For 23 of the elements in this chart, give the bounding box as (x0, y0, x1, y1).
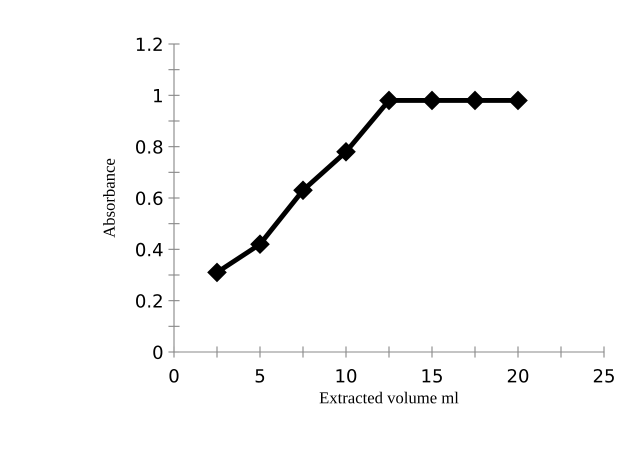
y-tick-label: 0.8 (136, 140, 162, 154)
point (508, 90, 528, 110)
y-tick-label: 1 (154, 89, 162, 102)
x-tick-label: 20 (508, 368, 528, 383)
y-tick-label: 1.2 (136, 37, 162, 51)
y-axis-title: Absorbance (103, 158, 115, 238)
x-tick-label: 25 (594, 368, 614, 383)
point (379, 90, 399, 110)
x-tick-label: 0 (169, 368, 179, 383)
x-tick-label: 15 (422, 369, 442, 383)
x-tick-label: 5 (256, 369, 264, 383)
point (207, 262, 227, 282)
point (250, 234, 270, 254)
x-axis-title: Extracted volume ml (320, 392, 459, 404)
point (422, 90, 442, 110)
point (465, 90, 485, 110)
point (293, 180, 313, 200)
y-tick-label: 0 (153, 345, 162, 360)
y-tick-label: 0.4 (136, 242, 163, 256)
y-tick-label: 0.6 (136, 191, 162, 206)
x-tick-label: 10 (336, 368, 356, 383)
y-tick-label: 0.2 (136, 294, 162, 308)
point (336, 142, 356, 162)
